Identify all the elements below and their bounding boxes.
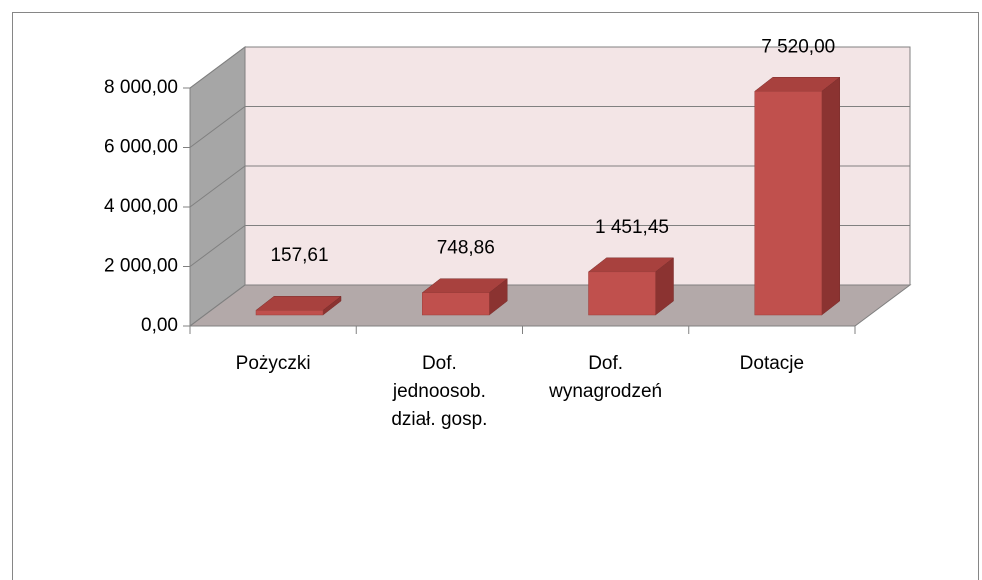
bar	[754, 76, 841, 316]
grid-line	[189, 106, 246, 148]
grid-line	[189, 284, 246, 327]
bar-side	[821, 76, 840, 316]
value-label: 748,86	[437, 238, 495, 259]
x-tick-label: Dof. wynagrodzeń	[548, 353, 662, 402]
bar	[587, 257, 675, 316]
x-tick-label: Pożyczki	[236, 353, 311, 374]
bar-front	[588, 271, 656, 316]
grid-line	[189, 225, 246, 267]
value-label: 157,61	[270, 245, 328, 266]
y-tick-label: 0,00	[141, 315, 178, 336]
y-tick-label: 4 000,00	[104, 196, 178, 217]
value-label: 7 520,00	[761, 36, 835, 57]
value-label: 1 451,45	[595, 217, 669, 238]
y-tick-label: 8 000,00	[104, 77, 178, 98]
x-tick-label: Dof. jednoosob. dział. gosp.	[391, 353, 487, 430]
grid-line	[189, 46, 246, 89]
x-tick-label: Dotacje	[740, 353, 804, 374]
grid-line	[189, 165, 246, 208]
bar	[421, 278, 508, 316]
bar-front	[255, 310, 324, 316]
y-tick-label: 6 000,00	[104, 137, 178, 158]
bar	[255, 295, 342, 316]
bar-front	[754, 91, 822, 316]
chart-frame	[12, 12, 979, 580]
y-tick-label: 2 000,00	[104, 256, 178, 277]
bar-front	[422, 292, 490, 316]
